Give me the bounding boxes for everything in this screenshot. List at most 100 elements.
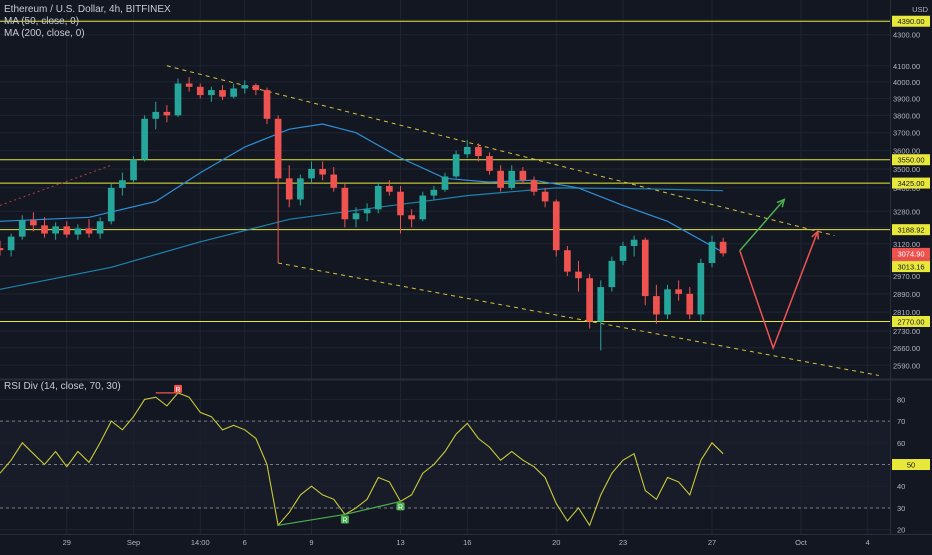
candle-body[interactable] — [308, 168, 315, 179]
candle-body[interactable] — [675, 289, 682, 294]
candle-body[interactable] — [530, 180, 538, 192]
candle-body[interactable] — [230, 88, 237, 97]
candle-body[interactable] — [241, 85, 249, 89]
candle-body[interactable] — [697, 262, 705, 315]
rsi-legend[interactable]: RSI Div (14, close, 70, 30) — [4, 381, 121, 392]
time-tick-label: 16 — [463, 538, 471, 547]
ma50-legend[interactable]: MA (50, close, 0) — [4, 16, 80, 27]
candle-body[interactable] — [219, 90, 226, 97]
candle-body[interactable] — [552, 201, 560, 251]
candle-body[interactable] — [664, 289, 671, 315]
candle-body[interactable] — [508, 170, 516, 188]
projection-up-line[interactable] — [739, 198, 785, 252]
candle-body[interactable] — [185, 83, 193, 87]
candle-body[interactable] — [107, 187, 115, 222]
candle-body[interactable] — [7, 236, 15, 251]
divergence-tag-label: R — [175, 387, 180, 394]
candle-body[interactable] — [319, 168, 326, 175]
candle-body[interactable] — [85, 228, 93, 234]
candle-body[interactable] — [330, 174, 338, 188]
candle-body[interactable] — [397, 191, 404, 216]
time-tick-label: Oct — [795, 538, 808, 547]
candle-body[interactable] — [297, 178, 304, 200]
candle-body[interactable] — [41, 225, 48, 234]
time-tick-label: 14:00 — [191, 538, 210, 547]
candle-body[interactable] — [130, 159, 137, 181]
rsi-divergence-line[interactable] — [344, 500, 401, 516]
candle-body[interactable] — [208, 90, 215, 96]
trendline-upper[interactable] — [166, 65, 835, 237]
candle-body[interactable] — [163, 111, 171, 116]
rsi-panel[interactable]: R R R — [0, 384, 890, 527]
candle-body[interactable] — [374, 185, 382, 210]
candle-body[interactable] — [252, 85, 260, 91]
candle-body[interactable] — [475, 146, 482, 157]
candle-body[interactable] — [18, 220, 26, 237]
candle-body[interactable] — [63, 226, 71, 235]
ma50-line[interactable] — [0, 123, 724, 253]
projection-down-line[interactable] — [739, 231, 819, 351]
candle-body[interactable] — [152, 111, 160, 119]
candle-body[interactable] — [586, 278, 593, 322]
candle-body[interactable] — [608, 260, 616, 288]
candle-body[interactable] — [619, 245, 627, 261]
candle-body[interactable] — [719, 241, 727, 254]
rsi-divergence-line[interactable] — [278, 513, 345, 526]
level-price-tag-bg[interactable] — [892, 15, 930, 27]
candle-body[interactable] — [274, 118, 282, 179]
candle-body[interactable] — [641, 239, 649, 297]
candle-body[interactable] — [497, 170, 504, 188]
candle-body[interactable] — [452, 154, 460, 177]
candle-body[interactable] — [708, 241, 716, 263]
candle-body[interactable] — [564, 250, 571, 272]
candle-body[interactable] — [96, 221, 104, 234]
candle-body[interactable] — [352, 213, 360, 220]
rsi-value-tag-bg[interactable] — [892, 459, 930, 471]
candle-body[interactable] — [519, 170, 527, 181]
candle-body[interactable] — [30, 220, 37, 226]
candle-body[interactable] — [430, 189, 438, 196]
candlesticks[interactable] — [0, 77, 727, 351]
candle-body[interactable] — [486, 156, 493, 171]
candle-body[interactable] — [419, 195, 427, 220]
candle-body[interactable] — [441, 176, 449, 190]
candle-body[interactable] — [174, 83, 182, 116]
divergence-tag[interactable] — [174, 384, 182, 393]
axes[interactable]: 4400.004300.004100.004000.003900.003800.… — [63, 5, 930, 547]
candle-body[interactable] — [285, 178, 293, 200]
level-price-tag-bg[interactable] — [892, 224, 930, 236]
rsi-tick-label: 80 — [897, 395, 905, 404]
ma200-legend[interactable]: MA (200, close, 0) — [4, 28, 85, 39]
candle-body[interactable] — [408, 215, 415, 220]
level-price-tag-bg[interactable] — [892, 177, 930, 189]
last-price-tag-bg[interactable] — [892, 247, 930, 259]
candle-body[interactable] — [141, 118, 148, 160]
candle-body[interactable] — [363, 209, 371, 214]
candle-body[interactable] — [630, 239, 638, 246]
candle-body[interactable] — [263, 90, 271, 119]
divergence-tag[interactable] — [340, 515, 349, 524]
candle-body[interactable] — [686, 293, 694, 315]
price-tick-label: 3800.00 — [893, 111, 920, 120]
rsi-line[interactable] — [0, 392, 724, 527]
candle-body[interactable] — [597, 287, 605, 322]
candle-body[interactable] — [74, 228, 82, 235]
level-price-tag-bg[interactable] — [892, 154, 930, 166]
trendline-lower[interactable] — [278, 262, 879, 376]
candle-body[interactable] — [463, 146, 471, 155]
candle-body[interactable] — [575, 271, 582, 279]
level-price-tag-bg[interactable] — [892, 315, 930, 327]
candle-body[interactable] — [386, 185, 393, 192]
candle-body[interactable] — [541, 191, 549, 202]
candle-body[interactable] — [119, 180, 126, 188]
candle-body[interactable] — [196, 86, 204, 96]
ma-price-tag-bg[interactable] — [892, 261, 930, 273]
candle-body[interactable] — [341, 187, 349, 220]
price-tick-label: 2590.00 — [893, 361, 920, 370]
candle-body[interactable] — [653, 296, 660, 315]
divergence-tag[interactable] — [396, 502, 405, 511]
candle-body[interactable] — [52, 226, 59, 234]
candle-body[interactable] — [0, 248, 4, 251]
